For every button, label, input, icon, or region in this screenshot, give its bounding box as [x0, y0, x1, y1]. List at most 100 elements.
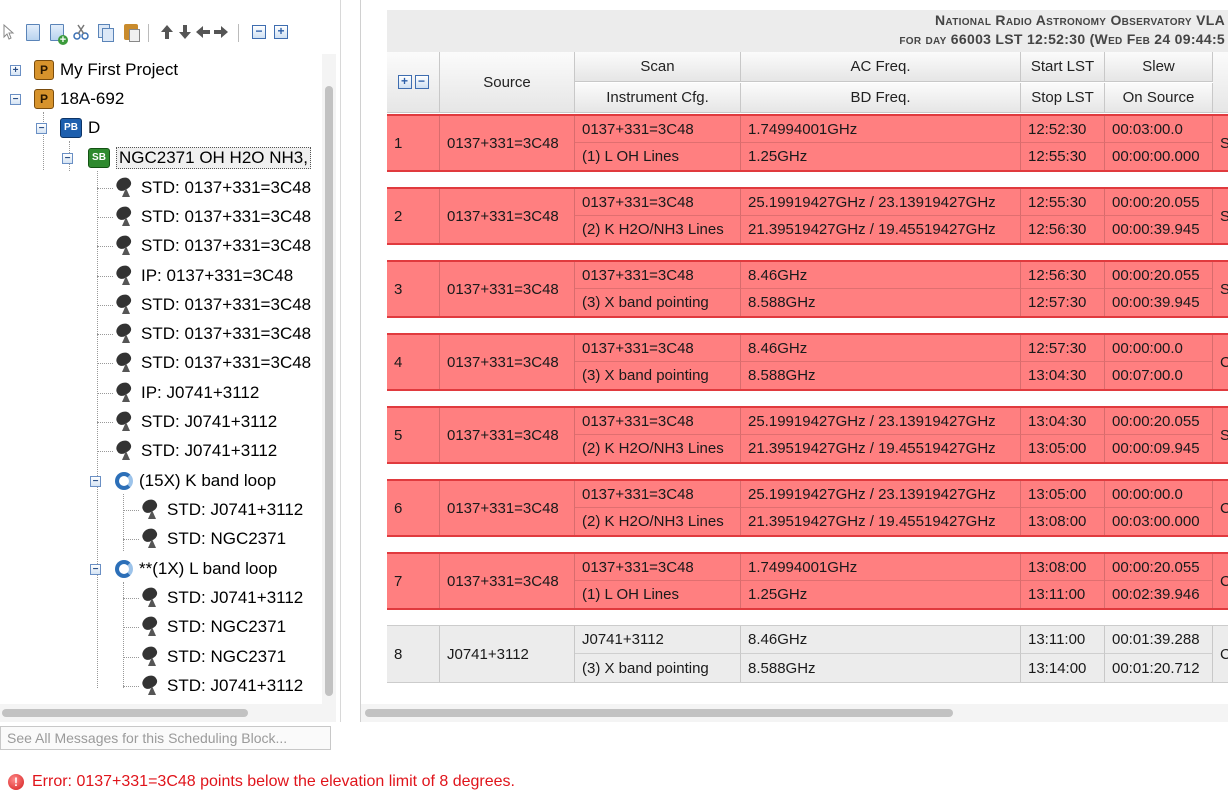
tree-node-scan[interactable]: STD: J0741+3112: [123, 672, 303, 700]
project-icon: P: [34, 89, 54, 109]
program-block-icon: PB: [60, 118, 82, 138]
project-icon: P: [34, 60, 54, 80]
collapse-toggle-icon[interactable]: −: [90, 476, 101, 487]
tree-node-loop[interactable]: − (15X) K band loop: [90, 467, 276, 495]
add-document-icon[interactable]: [48, 22, 68, 45]
copy-icon[interactable]: [96, 22, 114, 42]
project-tree: + P My First Project − P 18A-692 − PB D …: [0, 54, 322, 704]
cell-row-number: 5: [387, 408, 440, 462]
cell-source: 0137+331=3C48: [440, 481, 575, 535]
tree-node-scan[interactable]: STD: J0741+3112: [97, 408, 277, 436]
expand-toggle-icon[interactable]: +: [10, 65, 21, 76]
cell-extra: C: [1213, 554, 1228, 608]
cell-on-source: 00:07:00.0: [1105, 362, 1213, 389]
cut-icon[interactable]: [72, 22, 90, 42]
toolbar-separator: [148, 24, 149, 42]
tree-node-scan[interactable]: STD: J0741+3112: [97, 437, 277, 465]
tree-node-scan[interactable]: STD: 0137+331=3C48: [97, 291, 311, 319]
collapse-toggle-icon[interactable]: −: [36, 123, 47, 134]
cell-stop-lst: 13:05:00: [1021, 435, 1105, 462]
column-header-slew[interactable]: Slew: [1105, 52, 1213, 82]
paste-icon[interactable]: [122, 22, 140, 42]
tree-node-scan[interactable]: STD: NGC2371: [123, 525, 286, 553]
tree-node-label: STD: J0741+3112: [141, 412, 278, 431]
tree-node-scan[interactable]: STD: NGC2371: [123, 643, 286, 671]
tree-connector: [123, 598, 139, 599]
tree-node-scan[interactable]: IP: 0137+331=3C48: [97, 262, 293, 290]
move-up-icon[interactable]: [158, 22, 176, 42]
table-row[interactable]: 3 0137+331=3C48 0137+331=3C48 (3) X band po…: [387, 260, 1228, 318]
cell-bd-freq: 1.25GHz: [741, 581, 1021, 608]
tree-node-program-block[interactable]: − PB D: [36, 114, 100, 142]
table-row[interactable]: 6 0137+331=3C48 0137+331=3C48 (2) K H2O/NH3…: [387, 479, 1228, 537]
tree-node-scan[interactable]: STD: J0741+3112: [123, 584, 303, 612]
table-row[interactable]: 5 0137+331=3C48 0137+331=3C48 (2) K H2O/NH3…: [387, 406, 1228, 464]
tree-horizontal-scrollbar[interactable]: [0, 704, 336, 722]
expand-all-rows-icon[interactable]: +: [397, 75, 412, 89]
table-horizontal-scrollbar[interactable]: [361, 704, 1228, 722]
scrollbar-thumb[interactable]: [365, 709, 953, 717]
tree-node-loop[interactable]: − **(1X) L band loop: [90, 555, 277, 583]
cell-ac-freq: 25.19919427GHz / 23.13919427GHz: [741, 189, 1021, 216]
tree-connector: [97, 422, 113, 423]
table-row[interactable]: 2 0137+331=3C48 0137+331=3C48 (2) K H2O/NH3…: [387, 187, 1228, 245]
tree-node-scan[interactable]: STD: J0741+3112: [123, 496, 303, 524]
cell-bd-freq: 8.588GHz: [741, 362, 1021, 389]
collapse-toggle-icon[interactable]: −: [62, 153, 73, 164]
antenna-dish-icon: [115, 412, 135, 432]
move-right-icon[interactable]: [212, 22, 230, 42]
tree-node-scan[interactable]: STD: 0137+331=3C48: [97, 203, 311, 231]
expand-all-icon[interactable]: +: [272, 22, 290, 42]
tree-node-project[interactable]: + P My First Project: [10, 56, 178, 84]
see-all-messages-button[interactable]: See All Messages for this Scheduling Blo…: [0, 726, 331, 750]
collapse-toggle-icon[interactable]: −: [10, 94, 21, 105]
column-header-source[interactable]: Source: [440, 52, 575, 113]
tree-connector: [123, 627, 139, 628]
tree-node-project[interactable]: − P 18A-692: [10, 85, 124, 113]
tree-node-scan[interactable]: STD: 0137+331=3C48: [97, 320, 311, 348]
tree-connector: [97, 363, 113, 364]
column-header-bd-freq[interactable]: BD Freq.: [741, 83, 1021, 113]
column-header-on-source[interactable]: On Source: [1105, 83, 1213, 113]
antenna-dish-icon: [141, 500, 161, 520]
tree-node-scan[interactable]: STD: NGC2371: [123, 613, 286, 641]
table-row[interactable]: 8 J0741+3112 J0741+3112 (3) X band pointing…: [387, 625, 1228, 683]
table-row[interactable]: 7 0137+331=3C48 0137+331=3C48 (1) L OH Line…: [387, 552, 1228, 610]
move-left-icon[interactable]: [194, 22, 212, 42]
antenna-dish-icon: [115, 236, 135, 256]
tree-vertical-scrollbar[interactable]: [322, 54, 336, 704]
tree-node-scan[interactable]: STD: 0137+331=3C48: [97, 174, 311, 202]
tree-node-scan[interactable]: STD: 0137+331=3C48: [97, 349, 311, 377]
collapse-all-rows-icon[interactable]: −: [414, 75, 429, 89]
tree-node-scheduling-block[interactable]: − SB NGC2371 OH H2O NH3,: [62, 144, 311, 172]
column-header-start-lst[interactable]: Start LST: [1021, 52, 1105, 82]
table-row[interactable]: 4 0137+331=3C48 0137+331=3C48 (3) X band po…: [387, 333, 1228, 391]
pointer-icon[interactable]: [0, 22, 18, 42]
cell-source: 0137+331=3C48: [440, 262, 575, 316]
table-row[interactable]: 1 0137+331=3C48 0137+331=3C48 (1) L OH Line…: [387, 114, 1228, 172]
panel-splitter[interactable]: [340, 0, 360, 722]
cell-ac-freq: 1.74994001GHz: [741, 554, 1021, 581]
antenna-dish-icon: [141, 588, 161, 608]
tree-node-scan[interactable]: STD: 0137+331=3C48: [97, 232, 311, 260]
column-header-scan[interactable]: Scan: [575, 52, 741, 82]
antenna-dish-icon: [115, 383, 135, 403]
tree-node-label: STD: NGC2371: [167, 647, 287, 666]
cell-on-source: 00:02:39.946: [1105, 581, 1213, 608]
cell-slew: 00:00:20.055: [1105, 262, 1213, 289]
observatory-header: National Radio Astronomy Observatory VLA…: [387, 10, 1228, 52]
collapse-toggle-icon[interactable]: −: [90, 564, 101, 575]
cell-bd-freq: 8.588GHz: [741, 654, 1021, 682]
column-header-instrument[interactable]: Instrument Cfg.: [575, 83, 741, 113]
tree-node-scan[interactable]: IP: J0741+3112: [97, 379, 259, 407]
scrollbar-thumb[interactable]: [2, 709, 248, 717]
scrollbar-thumb[interactable]: [325, 86, 333, 696]
cell-slew: 00:00:00.0: [1105, 481, 1213, 508]
collapse-all-icon[interactable]: −: [250, 22, 268, 42]
new-document-icon[interactable]: [24, 22, 42, 42]
column-header-ac-freq[interactable]: AC Freq.: [741, 52, 1021, 82]
column-header-stop-lst[interactable]: Stop LST: [1021, 83, 1105, 113]
move-down-icon[interactable]: [176, 22, 194, 42]
antenna-dish-icon: [141, 617, 161, 637]
cell-row-number: 3: [387, 262, 440, 316]
